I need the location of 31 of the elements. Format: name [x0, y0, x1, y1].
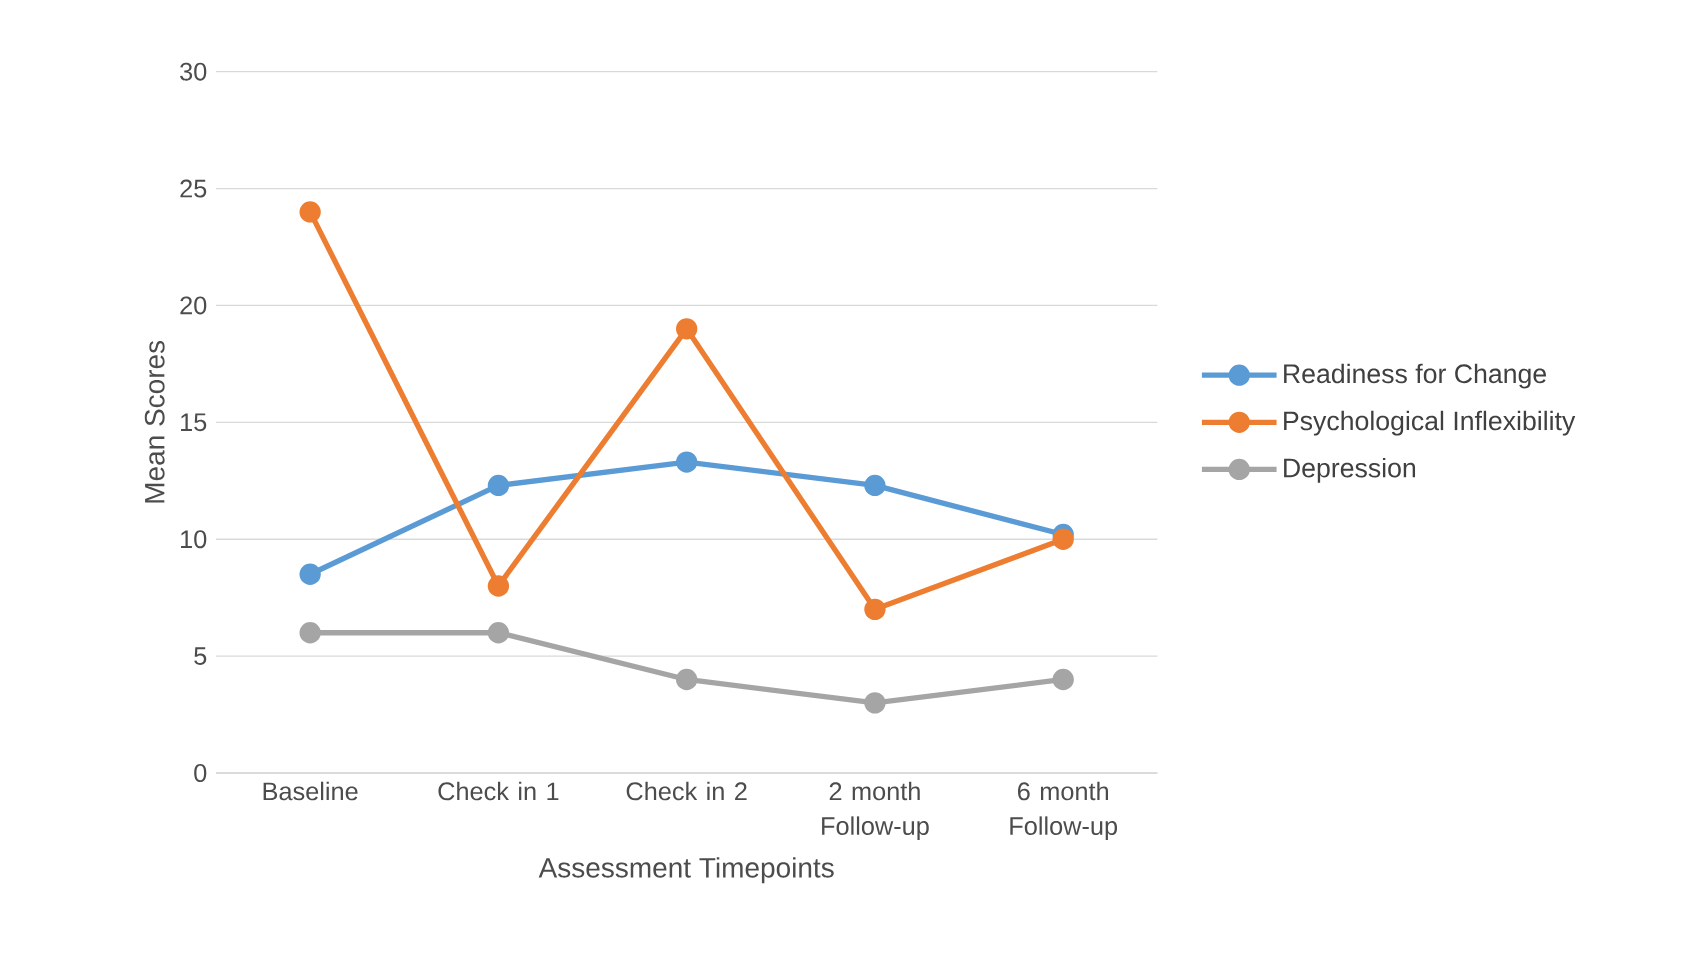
point	[299, 563, 321, 585]
point	[676, 668, 698, 691]
x-tick-label: Check in 2	[626, 781, 747, 801]
point	[487, 622, 510, 644]
y-tick-label: 30	[180, 62, 207, 81]
point	[864, 474, 886, 497]
y-tick-label: 25	[180, 179, 207, 198]
x-axis-title: Assessment Timepoints	[538, 857, 834, 884]
y-tick-label: 20	[180, 296, 207, 315]
y-tick-label: 5	[194, 647, 207, 665]
point	[1052, 668, 1074, 691]
y-axis-title: Mean Scores	[144, 340, 165, 503]
x-tick-label: Baseline	[263, 781, 358, 801]
legend-label: Depression	[1284, 457, 1416, 483]
legend-label: Readiness for Change	[1284, 363, 1546, 389]
point	[299, 201, 321, 223]
y-tick-label: 15	[181, 413, 207, 432]
point	[864, 692, 886, 714]
y-tick-label: 0	[194, 764, 207, 782]
x-tick-label: 6 month Follow-up	[1010, 781, 1118, 840]
point	[487, 575, 510, 597]
x-tick-label: Check in 1	[438, 781, 559, 801]
point	[487, 474, 510, 497]
y-tick-label: 10	[181, 530, 207, 549]
point	[1052, 528, 1074, 550]
point	[299, 622, 321, 644]
legend-label: Psychological Inflexibility	[1284, 410, 1576, 436]
x-tick-label: 2 month Follow-up	[822, 781, 929, 840]
point	[864, 598, 886, 621]
point	[676, 318, 698, 340]
point	[676, 451, 698, 473]
